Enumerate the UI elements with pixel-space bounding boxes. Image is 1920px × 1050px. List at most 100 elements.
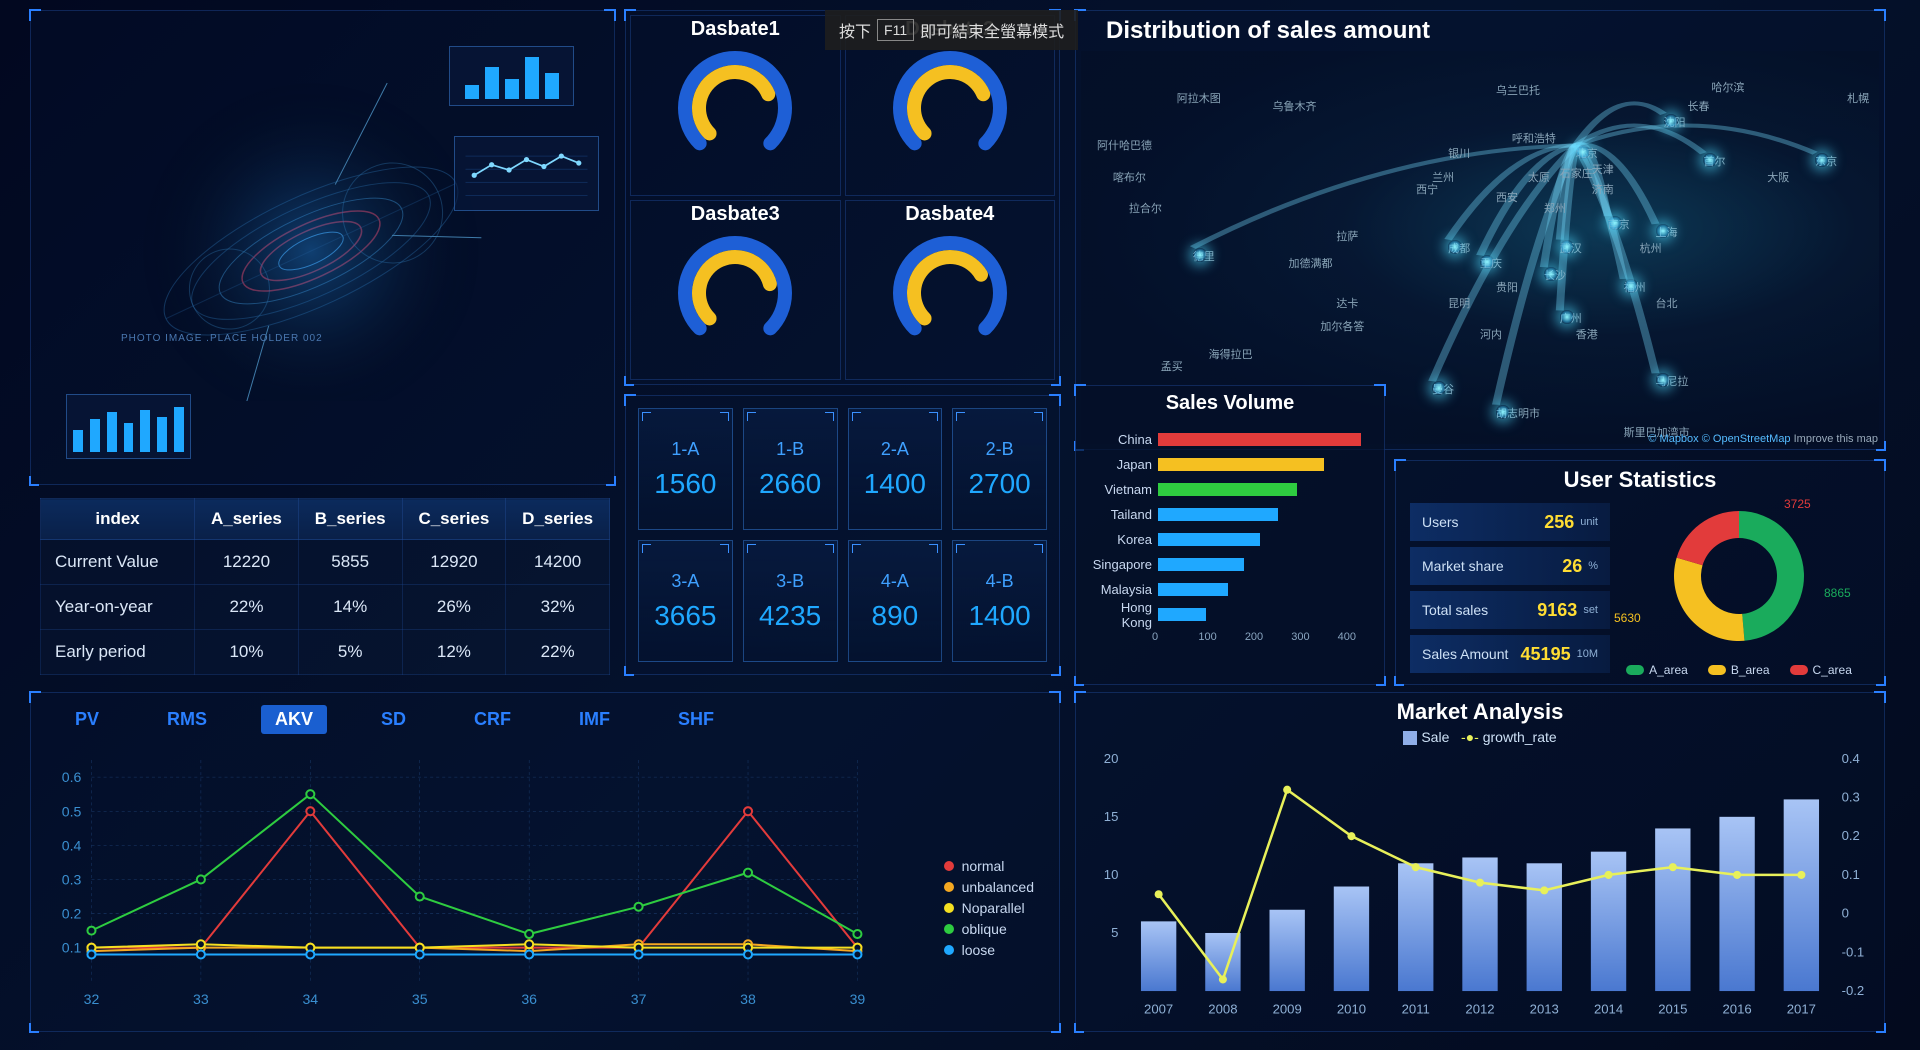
sales-volume-panel: Sales Volume ChinaJapanVietnamTailandKor… [1075, 385, 1385, 685]
tab-pv[interactable]: PV [61, 705, 113, 734]
map-hotspot [1656, 373, 1670, 387]
sales-volume-title: Sales Volume [1076, 386, 1384, 421]
donut-value: 3725 [1784, 497, 1811, 511]
map-city-label: 乌鲁木齐 [1273, 98, 1317, 114]
line-legend-item[interactable]: oblique [944, 921, 1034, 937]
donut-value: 8865 [1824, 586, 1851, 600]
stat-row: Users256unit [1410, 503, 1610, 541]
hero-wireframe [101, 81, 521, 401]
kpi-4-A: 4-A890 [848, 540, 943, 662]
map-city-label: 拉萨 [1336, 228, 1358, 244]
map-city-label: 加德满都 [1288, 255, 1332, 271]
legend-sale: Sale [1421, 729, 1449, 745]
donut-legend-item: C_area [1790, 663, 1852, 677]
table-header: index [41, 499, 195, 540]
svg-text:0.1: 0.1 [62, 940, 82, 956]
svg-text:2017: 2017 [1787, 1002, 1816, 1017]
svg-text:2007: 2007 [1144, 1002, 1173, 1017]
map-hotspot [1664, 114, 1678, 128]
stat-row: Sales Amount4519510M [1410, 635, 1610, 673]
svg-text:38: 38 [740, 991, 756, 1007]
toast-key: F11 [877, 19, 914, 41]
map-city-label: 台北 [1656, 295, 1678, 311]
svg-text:15: 15 [1104, 809, 1119, 824]
map-city-label: 达卡 [1336, 295, 1358, 311]
kpi-3-A: 3-A3665 [638, 540, 733, 662]
svg-text:0.6: 0.6 [62, 769, 82, 785]
kpi-1-B: 1-B2660 [743, 408, 838, 530]
map-city-label: 孟买 [1161, 358, 1183, 374]
svg-text:0.4: 0.4 [62, 837, 82, 853]
map-city-label: 杭州 [1640, 240, 1662, 256]
svg-text:35: 35 [412, 991, 428, 1007]
market-chart: 5101520-0.2-0.100.10.20.30.4200720082009… [1076, 745, 1884, 1025]
table-cell: 12920 [402, 540, 506, 585]
hero-caption: PHOTO IMAGE .PLACE HOLDER 002 [121, 333, 323, 344]
sales-bar-row: Singapore [1088, 552, 1372, 577]
table-cell: 10% [195, 630, 299, 675]
mapbox-link[interactable]: © Mapbox [1648, 433, 1698, 445]
kpi-3-B: 3-B4235 [743, 540, 838, 662]
tab-crf[interactable]: CRF [460, 705, 525, 734]
tab-sd[interactable]: SD [367, 705, 420, 734]
tab-rms[interactable]: RMS [153, 705, 221, 734]
legend-growth: growth_rate [1483, 729, 1557, 745]
osm-link[interactable]: © OpenStreetMap [1702, 433, 1791, 445]
svg-text:0: 0 [1842, 906, 1849, 921]
map-city-label: 郑州 [1544, 200, 1566, 216]
map-city-label: 海得拉巴 [1209, 346, 1253, 362]
map-city-label: 西安 [1496, 189, 1518, 205]
kpi-1-A: 1-A1560 [638, 408, 733, 530]
map-city-label: 石家庄 [1560, 165, 1593, 181]
table-header: A_series [195, 499, 299, 540]
table-cell: Early period [41, 630, 195, 675]
gauges-panel: Dasbate1 Dasbate2 Dasbate3 Dasbate4 [625, 10, 1060, 385]
fullscreen-toast: 按下 F11 即可結束全螢幕模式 [825, 10, 1078, 50]
table-cell: 14200 [506, 540, 610, 585]
mini-bar-chart-top [449, 46, 574, 106]
kpi-2-A: 2-A1400 [848, 408, 943, 530]
map-city-label: 乌兰巴托 [1496, 82, 1540, 98]
map-city-label: 河内 [1480, 326, 1502, 342]
table-cell: 5855 [298, 540, 402, 585]
map-hotspot [1656, 224, 1670, 238]
map-attribution: © Mapbox © OpenStreetMap Improve this ma… [1648, 433, 1878, 445]
toast-pre: 按下 [839, 18, 871, 42]
map-city-label: 加尔各答 [1320, 318, 1364, 334]
table-cell: 22% [195, 585, 299, 630]
map-city-label: 哈尔滨 [1711, 79, 1744, 95]
line-legend-item[interactable]: loose [944, 942, 1034, 958]
svg-text:2016: 2016 [1722, 1002, 1751, 1017]
svg-text:0.1: 0.1 [1842, 867, 1860, 882]
donut-chart: 886556303725 A_areaB_areaC_area [1614, 491, 1864, 681]
svg-text:39: 39 [850, 991, 866, 1007]
sales-bar-row: China [1088, 427, 1372, 452]
map-city-label: 银川 [1448, 145, 1470, 161]
mini-line-chart [454, 136, 599, 211]
table-cell: 5% [298, 630, 402, 675]
tab-akv[interactable]: AKV [261, 705, 327, 734]
svg-text:0.3: 0.3 [1842, 790, 1860, 805]
map-hotspot [1624, 279, 1638, 293]
tab-shf[interactable]: SHF [664, 705, 728, 734]
kpi-grid: 1-A15601-B26602-A14002-B27003-A36653-B42… [625, 395, 1060, 675]
map-hotspot [1576, 145, 1590, 159]
map-hotspot [1448, 240, 1462, 254]
gauge-Dasbate4: Dasbate4 [845, 200, 1056, 381]
improve-map-link[interactable]: Improve this map [1794, 433, 1878, 445]
table-cell: 12% [402, 630, 506, 675]
sales-bar-row: Japan [1088, 452, 1372, 477]
line-legend-item[interactable]: unbalanced [944, 879, 1034, 895]
svg-text:2015: 2015 [1658, 1002, 1687, 1017]
svg-text:33: 33 [193, 991, 209, 1007]
table-cell: Year-on-year [41, 585, 195, 630]
map-city-label: 长春 [1687, 98, 1709, 114]
map-city-label: 喀布尔 [1113, 169, 1146, 185]
svg-text:-0.1: -0.1 [1842, 945, 1865, 960]
line-legend-item[interactable]: Noparallel [944, 900, 1034, 916]
svg-text:36: 36 [521, 991, 537, 1007]
line-legend-item[interactable]: normal [944, 858, 1034, 874]
svg-text:0.2: 0.2 [62, 906, 82, 922]
map-city-label: 札幌 [1847, 90, 1869, 106]
tab-imf[interactable]: IMF [565, 705, 624, 734]
